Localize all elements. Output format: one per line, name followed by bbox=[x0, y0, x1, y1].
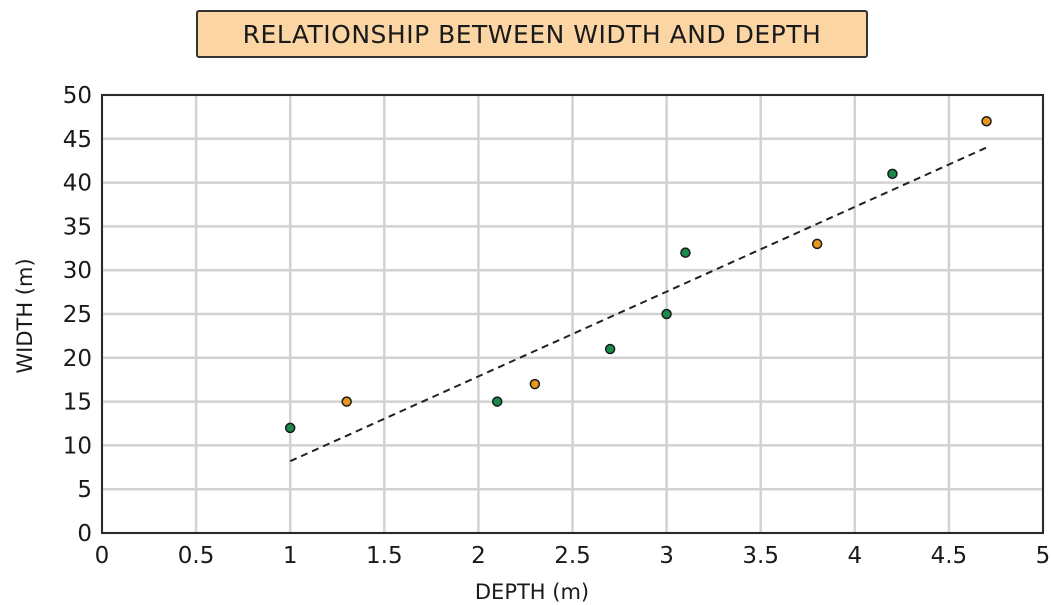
chart-title: RELATIONSHIP BETWEEN WIDTH AND DEPTH bbox=[242, 19, 822, 49]
x-tick-label: 0 bbox=[95, 543, 110, 569]
y-tick-label: 25 bbox=[63, 302, 92, 328]
plot-frame bbox=[101, 94, 1044, 534]
x-tick-label: 2 bbox=[471, 543, 486, 569]
trend-line bbox=[289, 146, 987, 463]
y-tick-label: 35 bbox=[63, 214, 92, 240]
y-tick-label: 0 bbox=[77, 521, 92, 547]
x-axis-title: DEPTH (m) bbox=[475, 580, 589, 604]
y-tick-label: 5 bbox=[77, 477, 92, 503]
data-point bbox=[341, 396, 352, 407]
y-axis-ticks: 0 5 10 15 20 25 30 35 40 45 50 bbox=[63, 83, 92, 547]
x-axis-ticks: 0 0.5 1 1.5 2 2.5 3 3.5 4 4.5 5 bbox=[95, 543, 1051, 569]
y-tick-label: 15 bbox=[63, 390, 92, 416]
data-point bbox=[887, 168, 898, 180]
y-tick-label: 30 bbox=[63, 258, 92, 284]
data-point bbox=[604, 343, 616, 355]
x-tick-label: 1.5 bbox=[366, 543, 403, 569]
data-point bbox=[284, 422, 296, 434]
data-point bbox=[661, 308, 672, 320]
data-point bbox=[529, 378, 541, 390]
x-tick-label: 5 bbox=[1036, 543, 1051, 569]
y-tick-label: 40 bbox=[63, 171, 92, 197]
grid-lines bbox=[100, 93, 1045, 535]
y-tick-label: 50 bbox=[63, 83, 92, 109]
x-tick-label: 4 bbox=[847, 543, 862, 569]
x-tick-label: 3.5 bbox=[742, 543, 779, 569]
x-tick-label: 1 bbox=[283, 543, 298, 569]
y-axis-title: WIDTH (m) bbox=[13, 258, 37, 373]
x-tick-label: 2.5 bbox=[554, 543, 591, 569]
chart-title-box: RELATIONSHIP BETWEEN WIDTH AND DEPTH bbox=[196, 10, 868, 58]
y-tick-label: 45 bbox=[63, 127, 92, 153]
x-tick-label: 3 bbox=[659, 543, 674, 569]
y-tick-label: 20 bbox=[63, 346, 92, 372]
y-tick-label: 10 bbox=[63, 433, 92, 459]
data-point bbox=[491, 396, 503, 407]
x-tick-label: 4.5 bbox=[931, 543, 968, 569]
data-point bbox=[811, 238, 823, 250]
x-tick-label: 0.5 bbox=[178, 543, 215, 569]
data-point bbox=[981, 116, 992, 127]
data-points bbox=[284, 116, 992, 434]
data-point bbox=[680, 247, 691, 258]
